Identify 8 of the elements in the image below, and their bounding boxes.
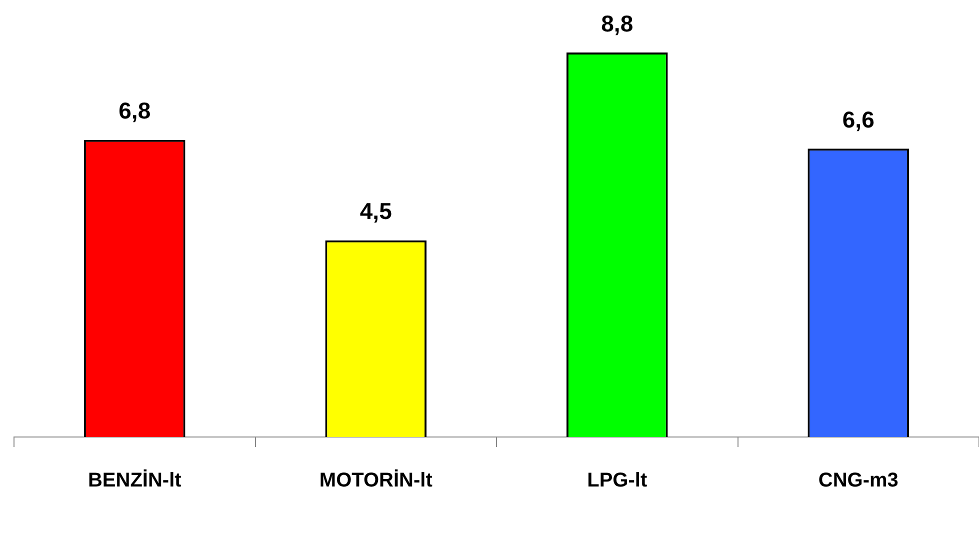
data-label: 6,8 [118,98,151,124]
x-tick-label: LPG-lt [587,470,648,492]
x-tick-label: CNG-m3 [818,470,898,492]
data-label: 6,6 [842,106,874,132]
x-tick-label: MOTORİN-lt [319,468,433,492]
data-label: 8,8 [601,10,634,36]
data-label: 4,5 [360,198,392,224]
x-tick-label: BENZİN-lt [88,468,182,492]
